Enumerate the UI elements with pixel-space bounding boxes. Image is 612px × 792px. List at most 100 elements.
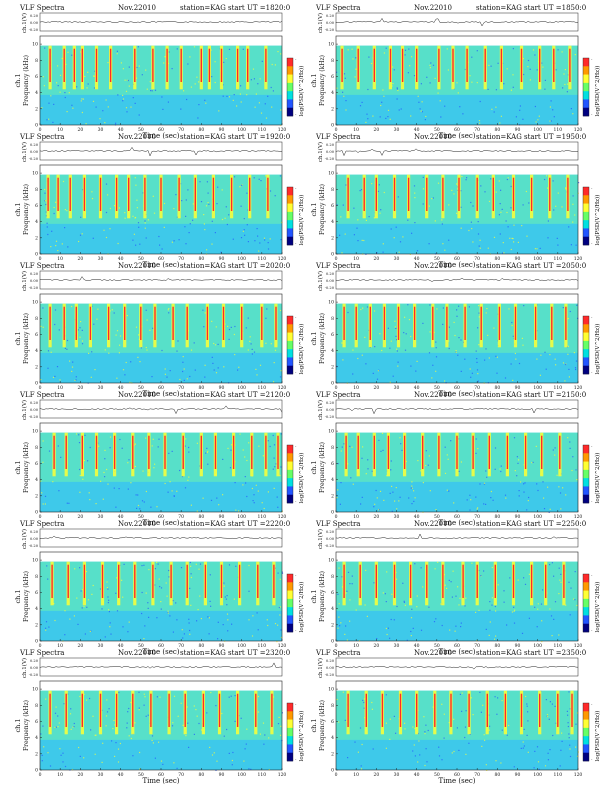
burst-core: [49, 48, 51, 82]
spectrogram-speckle: [429, 490, 431, 492]
burst-core: [426, 177, 428, 211]
xtick-label: 40: [118, 385, 124, 391]
spectrogram-speckle: [122, 626, 124, 628]
spectrogram-speckle: [352, 349, 354, 351]
panel-date: Nov.22010: [414, 262, 452, 270]
ytick-label: 10: [32, 687, 38, 693]
spectrogram-speckle: [546, 175, 548, 177]
spectrogram-speckle: [199, 595, 201, 597]
spectrogram-speckle: [488, 634, 490, 636]
spectrogram-speckle: [222, 494, 224, 496]
burst-core: [257, 564, 259, 598]
xtick-label: 80: [494, 127, 500, 133]
spectrogram-speckle: [264, 239, 266, 241]
spectrogram-speckle: [432, 64, 435, 66]
spectrogram-speckle: [189, 587, 191, 589]
spectrogram-speckle: [223, 366, 225, 368]
spectrogram-speckle: [563, 73, 565, 75]
burst-core: [49, 693, 51, 727]
xtick-label: 90: [515, 127, 521, 133]
spectrogram-speckle: [141, 500, 144, 502]
burst-core: [81, 48, 83, 82]
spectrogram-speckle: [566, 710, 568, 712]
spectrogram-speckle: [196, 715, 198, 717]
burst-core: [140, 306, 142, 340]
spectrogram-speckle: [172, 722, 174, 724]
channel-label: ch.1: [14, 202, 22, 216]
spectrogram-speckle: [221, 189, 223, 191]
spectrogram-speckle: [365, 363, 367, 365]
xtick-label: 60: [454, 643, 460, 649]
ytick-label: 10: [32, 558, 38, 564]
trace-ytick-label: 0.00: [30, 408, 39, 412]
spectrogram-speckle: [410, 115, 412, 117]
spectrogram-speckle: [245, 327, 247, 329]
spectrogram-speckle: [54, 323, 56, 326]
channel-label: ch.1: [14, 718, 22, 732]
spectrogram-speckle: [257, 83, 259, 85]
spectrogram-speckle: [246, 224, 248, 226]
spectrogram-speckle: [510, 363, 512, 365]
spectrogram-speckle: [560, 573, 562, 575]
x-axis-label: Time (sec): [438, 261, 475, 269]
spectrogram-speckle: [422, 203, 424, 205]
spectrogram-speckle: [398, 500, 400, 502]
panel-start-ut: start UT =1920:0: [228, 133, 290, 141]
spectrogram-speckle: [104, 122, 106, 124]
spectrogram-speckle: [115, 334, 117, 336]
trace-ytick-label: -0.20: [325, 415, 335, 419]
spectrogram-speckle: [411, 232, 413, 234]
spectrogram-speckle: [125, 107, 128, 109]
xtick-label: 40: [118, 127, 124, 133]
burst-core: [500, 48, 503, 82]
xtick-label: 100: [533, 772, 542, 778]
burst-core: [73, 48, 75, 82]
spectrogram-speckle: [546, 714, 549, 716]
spectrogram-speckle: [509, 237, 511, 239]
spectrogram-speckle: [354, 741, 356, 743]
spectrogram-speckle: [458, 470, 460, 472]
spectrogram-speckle: [517, 241, 519, 243]
spectrogram-speckle: [489, 725, 491, 727]
burst-core: [452, 48, 454, 82]
xtick-label: 40: [118, 514, 124, 520]
spectrogram-speckle: [477, 221, 479, 223]
spectrogram-speckle: [190, 604, 192, 606]
spectrogram-speckle: [102, 110, 104, 112]
xtick-label: 20: [373, 772, 379, 778]
spectrogram-speckle: [360, 189, 363, 191]
spectrogram-speckle: [257, 235, 259, 237]
spectrogram-speckle: [518, 490, 520, 492]
spectrogram-speckle: [444, 105, 446, 107]
spectrogram-speckle: [554, 358, 556, 360]
spectrogram-speckle: [456, 212, 458, 214]
spectrogram-speckle: [211, 220, 213, 222]
spectrogram-speckle: [345, 592, 347, 594]
colorbar-segment: [583, 332, 589, 342]
spectrogram-speckle: [44, 503, 46, 505]
colorbar-segment: [287, 752, 293, 762]
colorbar-segment: [583, 607, 589, 616]
spectrogram-speckle: [485, 628, 487, 630]
spectrogram-speckle: [122, 596, 124, 598]
trace-line: [39, 21, 283, 23]
spectrogram-speckle: [543, 508, 546, 510]
channel-label: ch.1: [310, 589, 318, 603]
spectrogram-speckle: [188, 446, 190, 449]
trace-ytick-label: 0.20: [30, 530, 39, 534]
spectrogram-speckle: [513, 224, 515, 226]
spectrogram-speckle: [468, 306, 470, 308]
spectrogram-speckle: [537, 119, 539, 121]
spectrogram-speckle: [208, 633, 210, 635]
spectrogram-speckle: [178, 239, 180, 241]
spectrogram-speckle: [336, 87, 338, 89]
spectrogram-speckle: [137, 494, 139, 496]
panel-start-ut: start UT =2150:0: [524, 391, 586, 399]
spectrogram-speckle: [411, 481, 413, 483]
spectrogram-speckle: [93, 87, 96, 89]
trace-ylabel: ch.1(V): [21, 400, 28, 420]
burst-core: [571, 693, 573, 727]
channel-label: ch.1: [14, 460, 22, 474]
spectrogram-speckle: [456, 82, 458, 84]
spectrogram-speckle: [85, 123, 87, 125]
